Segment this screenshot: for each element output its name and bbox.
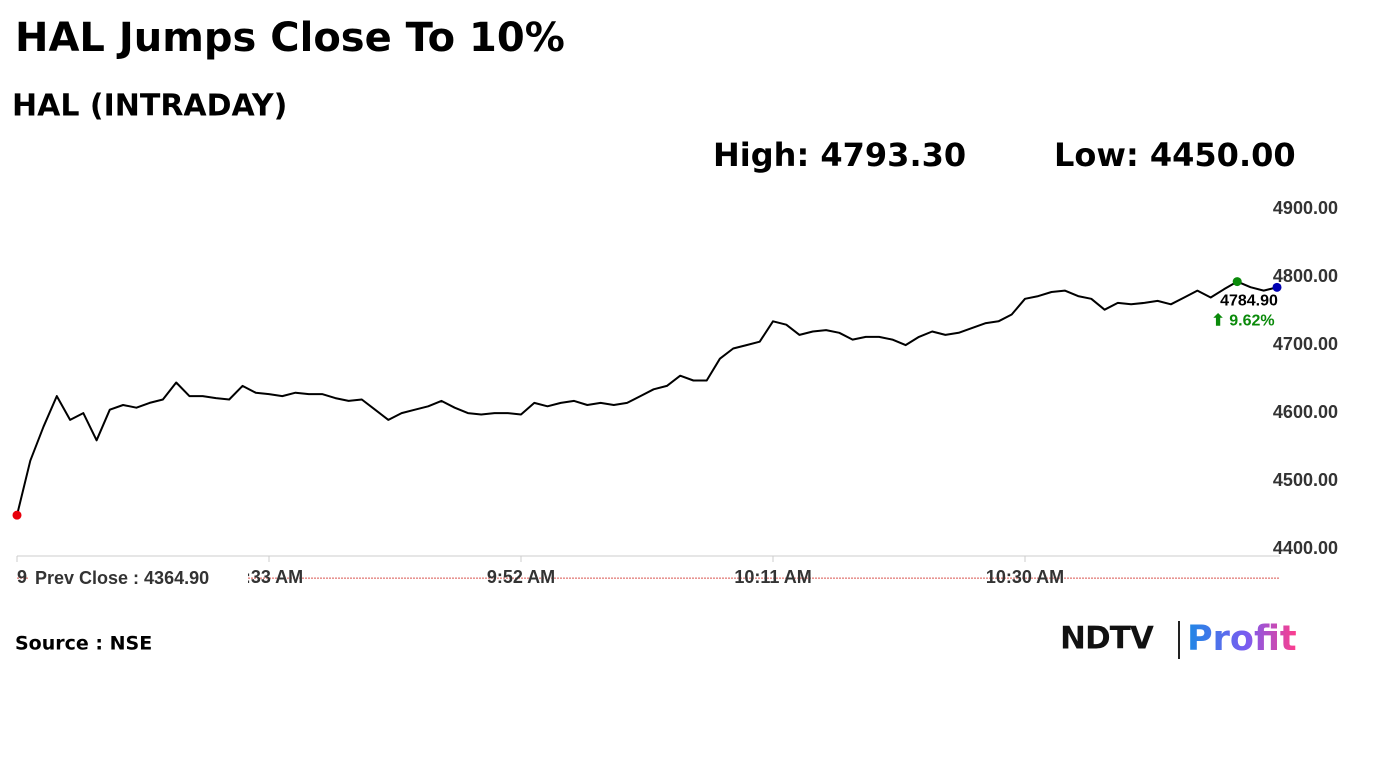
series-line	[16, 280, 1278, 516]
low-text: Low: 4450.00	[1054, 136, 1296, 174]
logo-left: NDTV	[1060, 621, 1154, 657]
prev-close-label: Prev Close : 4364.90	[35, 568, 209, 588]
x-tick-label: 9:52 AM	[487, 567, 555, 587]
last-value-label: 4784.90	[1220, 293, 1278, 310]
y-tick-label: 4700.00	[1273, 334, 1338, 354]
y-tick-label: 4600.00	[1273, 402, 1338, 422]
low-marker	[12, 510, 22, 520]
high-text: High: 4793.30	[713, 136, 966, 174]
logo-right: Profit	[1187, 619, 1297, 659]
x-tick-label: 9:33 AM	[235, 567, 303, 587]
x-tick-label: 10:30 AM	[986, 567, 1064, 587]
source: Source : NSE	[15, 633, 152, 655]
y-tick-label: 4500.00	[1273, 470, 1338, 490]
chart-title: HAL Jumps Close To 10%	[15, 15, 565, 61]
x-tick-label: 10:11 AM	[734, 567, 811, 587]
prev-close-bg	[28, 564, 248, 594]
last-marker	[1272, 282, 1282, 292]
high-marker	[1232, 277, 1242, 287]
y-tick-label: 4400.00	[1273, 538, 1338, 558]
y-tick-label: 4900.00	[1273, 198, 1338, 218]
plot: 4400.00 4500.00 4600.00 4700.00 4800.00 4900.…	[12, 198, 1338, 594]
chart-subtitle: HAL (INTRADAY)	[12, 89, 287, 124]
change-label: ⬆ 9.62%	[1211, 313, 1274, 330]
y-tick-label: 4800.00	[1273, 266, 1338, 286]
